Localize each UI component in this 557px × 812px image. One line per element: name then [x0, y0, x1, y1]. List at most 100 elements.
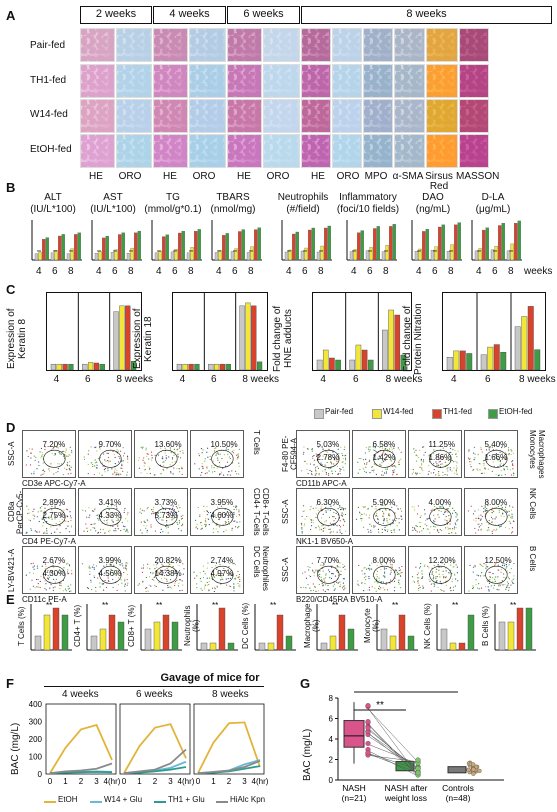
legend-swatch-th1 [432, 409, 442, 419]
c-ylabel: Fold change of HNE adducts [272, 305, 294, 373]
histology-image [332, 28, 362, 62]
histology-image [189, 28, 226, 62]
g-ytick: 0 [329, 776, 334, 785]
svg-text:**: ** [189, 250, 193, 256]
histology-image [426, 28, 458, 62]
b-mini-chart: ** ** ** [281, 220, 332, 261]
histology-image [227, 28, 262, 62]
histology-image [80, 28, 115, 62]
flow-plot: 6.30% [296, 488, 350, 536]
svg-text:**: ** [173, 250, 177, 256]
legend-th1: TH1-fed [443, 407, 472, 416]
row-label-th1: TH1-fed [30, 75, 67, 86]
histology-image [332, 99, 362, 133]
gavage-title: Gavage of mice for [160, 672, 260, 684]
flow-plot: 3.99% 4.56% [78, 546, 132, 594]
svg-text:**: ** [433, 250, 437, 256]
histology-image [459, 134, 489, 168]
e-chart: ** [376, 601, 418, 651]
legend-line-th1 [154, 801, 166, 803]
flow-axis-y: LY-BV421-A [7, 548, 16, 592]
flow-axis-x: CD3e APC-Cy7-A [22, 479, 86, 488]
histology-col-label: HE [163, 171, 177, 182]
f-xtick: 2 [153, 777, 158, 786]
flow-axis-y: SSC-A [7, 441, 16, 467]
b-mini-chart: ** ** ** [31, 220, 82, 261]
c-ylabel: Fold change of Protein Nitration [402, 303, 424, 375]
c-xtick: 4 [53, 374, 60, 385]
svg-text:2.75%: 2.75% [43, 511, 66, 520]
histology-image [363, 134, 393, 168]
histology-image [263, 64, 300, 98]
b-title: TG [166, 192, 180, 203]
svg-text:3.41%: 3.41% [99, 498, 122, 507]
b-mini-chart: ** ** ** [151, 220, 202, 261]
week-label-6: 6 weeks [136, 689, 173, 700]
svg-text:2.67%: 2.67% [43, 556, 66, 565]
panel-label-e: E [6, 592, 15, 607]
legend-line-kpn [216, 801, 228, 803]
histology-image [80, 134, 115, 168]
histology-image [116, 134, 152, 168]
f-series-line [49, 762, 113, 775]
e-chart: ** [254, 601, 296, 651]
svg-text:12.20%: 12.20% [429, 556, 456, 565]
g-group-label: NASH [342, 783, 366, 793]
f-xtick: 1 [63, 777, 68, 786]
flow-axis-x: CD11c PE-A [22, 595, 67, 604]
b-title: TBARS [216, 192, 250, 203]
flow-plot: 6.58% 1.42% [352, 430, 406, 478]
g-ytick: 4 [329, 735, 334, 744]
histology-col-label: α-SMA [392, 171, 424, 182]
b-title-unit: (ng/mL) [415, 204, 451, 215]
svg-text:8.00%: 8.00% [485, 498, 508, 507]
legend-c: Pair-fed W14-fed TH1-fed EtOH-fed [314, 407, 554, 420]
gavage-title-rule [44, 686, 264, 687]
svg-text:3.99%: 3.99% [99, 556, 122, 565]
e-ylabel: DC Cells (%) [241, 602, 250, 650]
flow-plot: 3.41% 4.33% [78, 488, 132, 536]
svg-text:**: ** [217, 250, 221, 256]
histology-image [189, 134, 226, 168]
flow-side-label: Macrophages Monocytes [528, 430, 546, 479]
b-title: Inflammatory [339, 192, 397, 203]
flow-axis-y: SSC-A [281, 557, 290, 583]
svg-text:10.50%: 10.50% [211, 440, 238, 449]
svg-text:**: ** [233, 250, 237, 256]
flow-plot: 13.60% [134, 430, 188, 478]
f-frame [119, 703, 191, 775]
f-xtick: 4(hr) [252, 777, 269, 786]
flow-axis-x: CD11b APC-A [296, 479, 347, 488]
b-xtick: 8 [128, 266, 134, 277]
b-xtick: 6 [52, 266, 58, 277]
histology-image [363, 99, 393, 133]
g-sig-mid: ** [376, 700, 384, 711]
svg-text:**: ** [156, 601, 162, 610]
histology-image [80, 64, 115, 98]
f-xtick: 3 [94, 777, 99, 786]
flow-plot: 7.20% [22, 430, 76, 478]
panel-label-d: D [6, 420, 16, 435]
histology-image [227, 64, 262, 98]
g-ylabel: BAC (mg/L) [302, 728, 313, 782]
f-frame [45, 703, 117, 775]
svg-text:12.50%: 12.50% [485, 556, 512, 565]
b-mini-chart: ** ** ** [211, 220, 262, 261]
histology-image [263, 99, 300, 133]
flow-axis-x: CD4 PE-Cy7-A [22, 537, 76, 546]
legend-line-w14 [90, 801, 102, 803]
panel-label-f: F [6, 676, 14, 691]
c-chart [172, 292, 268, 371]
e-chart: ** [30, 601, 72, 651]
g-ytick: 2 [329, 756, 334, 765]
b-title: ALT [44, 192, 62, 203]
g-group-label: (n=48) [446, 793, 471, 803]
f-series-line [123, 723, 187, 774]
e-chart: ** [316, 601, 358, 651]
histology-image [301, 99, 331, 133]
c-xtick: 8 weeks [116, 374, 154, 385]
svg-text:9.70%: 9.70% [99, 440, 122, 449]
flow-plot: 9.70% [78, 430, 132, 478]
histology-image [263, 134, 300, 168]
svg-text:**: ** [319, 250, 323, 256]
